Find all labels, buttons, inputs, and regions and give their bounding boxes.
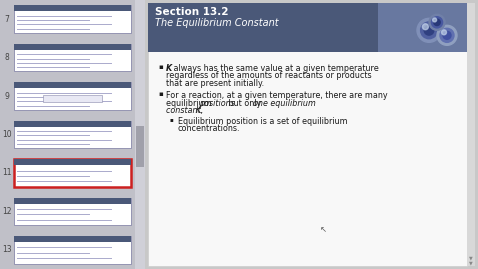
FancyBboxPatch shape	[14, 44, 131, 72]
Text: 7: 7	[5, 15, 10, 24]
Text: Section 13.2: Section 13.2	[155, 7, 228, 17]
FancyBboxPatch shape	[14, 82, 131, 110]
Text: one equilibrium: one equilibrium	[253, 99, 316, 108]
Text: K.: K.	[196, 106, 204, 115]
FancyBboxPatch shape	[14, 5, 131, 12]
Text: K: K	[166, 64, 172, 73]
FancyBboxPatch shape	[14, 236, 131, 264]
Text: concentrations.: concentrations.	[178, 124, 240, 133]
FancyBboxPatch shape	[14, 236, 131, 242]
Text: constant,: constant,	[166, 106, 206, 115]
Text: ▼: ▼	[469, 260, 473, 266]
Text: ▪: ▪	[158, 64, 163, 70]
Circle shape	[437, 25, 457, 45]
Text: that are present initially.: that are present initially.	[166, 79, 264, 88]
Text: ↖: ↖	[320, 225, 327, 235]
Circle shape	[432, 17, 443, 28]
FancyBboxPatch shape	[14, 121, 131, 127]
Text: but only: but only	[226, 99, 264, 108]
Text: ▪: ▪	[170, 117, 174, 122]
FancyBboxPatch shape	[0, 0, 145, 269]
Text: For a reaction, at a given temperature, there are many: For a reaction, at a given temperature, …	[166, 91, 388, 100]
FancyBboxPatch shape	[14, 197, 131, 225]
FancyBboxPatch shape	[135, 0, 145, 269]
Circle shape	[433, 18, 436, 22]
Text: 11: 11	[2, 168, 12, 178]
FancyBboxPatch shape	[14, 5, 131, 33]
Text: Equilibrium position is a set of equilibrium: Equilibrium position is a set of equilib…	[178, 117, 348, 126]
FancyBboxPatch shape	[14, 44, 131, 50]
Text: regardless of the amounts of reactants or products: regardless of the amounts of reactants o…	[166, 71, 371, 80]
Text: 9: 9	[5, 91, 10, 101]
FancyBboxPatch shape	[467, 3, 475, 266]
FancyBboxPatch shape	[14, 159, 131, 187]
Circle shape	[442, 30, 446, 35]
Circle shape	[417, 18, 441, 42]
Circle shape	[434, 19, 440, 26]
Text: positions: positions	[199, 99, 235, 108]
FancyBboxPatch shape	[14, 82, 131, 88]
FancyBboxPatch shape	[148, 3, 378, 52]
Circle shape	[429, 14, 445, 30]
Circle shape	[421, 22, 437, 39]
Text: 12: 12	[2, 207, 12, 216]
Circle shape	[440, 28, 454, 42]
Circle shape	[443, 31, 451, 39]
FancyBboxPatch shape	[378, 3, 467, 52]
Text: The Equilibrium Constant: The Equilibrium Constant	[155, 18, 279, 28]
FancyBboxPatch shape	[136, 126, 144, 167]
Text: 8: 8	[5, 53, 10, 62]
Text: ▪: ▪	[158, 91, 163, 97]
Text: 13: 13	[2, 245, 12, 254]
Text: 10: 10	[2, 130, 12, 139]
Circle shape	[423, 24, 428, 30]
FancyBboxPatch shape	[14, 121, 131, 148]
Text: always has the same value at a given temperature: always has the same value at a given tem…	[172, 64, 379, 73]
FancyBboxPatch shape	[14, 197, 131, 204]
Circle shape	[424, 26, 434, 35]
Text: equilibrium: equilibrium	[166, 99, 214, 108]
FancyBboxPatch shape	[148, 3, 467, 266]
FancyBboxPatch shape	[43, 95, 102, 102]
Text: ▼: ▼	[469, 256, 473, 260]
FancyBboxPatch shape	[14, 159, 131, 165]
